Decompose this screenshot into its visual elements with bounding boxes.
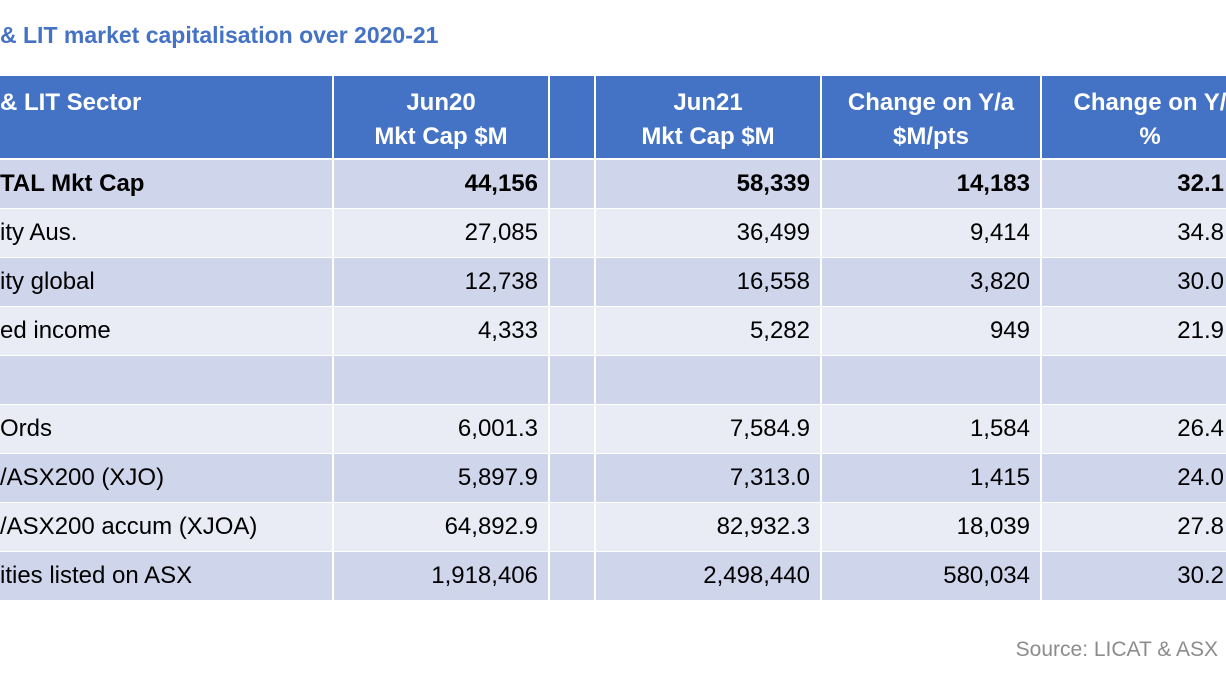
spacer-cell bbox=[550, 503, 594, 551]
value-cell: 3,820 bbox=[822, 258, 1040, 306]
value-cell: 30.2 bbox=[1042, 552, 1226, 600]
header-cell: Change on Y/% bbox=[1042, 76, 1226, 158]
value-cell: 9,414 bbox=[822, 209, 1040, 257]
value-cell: 44,156 bbox=[334, 160, 548, 208]
blank-cell bbox=[822, 356, 1040, 404]
value-cell: 64,892.9 bbox=[334, 503, 548, 551]
value-cell: 4,333 bbox=[334, 307, 548, 355]
blank-cell bbox=[334, 356, 548, 404]
header-line: Change on Y/a bbox=[847, 89, 1015, 116]
header-line: Mkt Cap $M bbox=[641, 123, 775, 150]
value-cell: 12,738 bbox=[334, 258, 548, 306]
value-cell: 580,034 bbox=[822, 552, 1040, 600]
value-cell: 58,339 bbox=[596, 160, 820, 208]
row-label: TAL Mkt Cap bbox=[0, 160, 332, 208]
header-cell: Jun21 Mkt Cap $M bbox=[596, 76, 820, 158]
header-line: $M/pts bbox=[892, 123, 969, 150]
value-cell: 16,558 bbox=[596, 258, 820, 306]
value-cell: 30.0 bbox=[1042, 258, 1226, 306]
value-cell: 18,039 bbox=[822, 503, 1040, 551]
value-cell: 14,183 bbox=[822, 160, 1040, 208]
header-line: Mkt Cap $M bbox=[374, 123, 508, 150]
header-spacer bbox=[550, 76, 594, 158]
spacer-cell bbox=[550, 160, 594, 208]
value-cell: 34.8 bbox=[1042, 209, 1226, 257]
header-cell: & LIT Sector bbox=[0, 76, 332, 158]
value-cell: 1,584 bbox=[822, 405, 1040, 453]
header-line: Jun20 bbox=[406, 89, 476, 116]
header-cell: Jun20 Mkt Cap $M bbox=[334, 76, 548, 158]
row-label: /ASX200 accum (XJOA) bbox=[0, 503, 332, 551]
value-cell: 6,001.3 bbox=[334, 405, 548, 453]
blank-cell bbox=[1042, 356, 1226, 404]
row-label: ed income bbox=[0, 307, 332, 355]
spacer-cell bbox=[550, 405, 594, 453]
value-cell: 24.0 bbox=[1042, 454, 1226, 502]
spacer-cell bbox=[550, 454, 594, 502]
row-label: ity global bbox=[0, 258, 332, 306]
spacer-cell bbox=[550, 552, 594, 600]
header-line: % bbox=[1139, 123, 1161, 150]
blank-cell bbox=[550, 356, 594, 404]
table-title: & LIT market capitalisation over 2020-21 bbox=[0, 22, 439, 48]
blank-cell bbox=[0, 356, 332, 404]
header-line: & LIT Sector bbox=[0, 89, 142, 116]
row-label: /ASX200 (XJO) bbox=[0, 454, 332, 502]
value-cell: 7,313.0 bbox=[596, 454, 820, 502]
blank-cell bbox=[596, 356, 820, 404]
value-cell: 5,897.9 bbox=[334, 454, 548, 502]
value-cell: 949 bbox=[822, 307, 1040, 355]
value-cell: 21.9 bbox=[1042, 307, 1226, 355]
value-cell: 5,282 bbox=[596, 307, 820, 355]
spacer-cell bbox=[550, 307, 594, 355]
value-cell: 1,918,406 bbox=[334, 552, 548, 600]
spacer-cell bbox=[550, 258, 594, 306]
value-cell: 1,415 bbox=[822, 454, 1040, 502]
value-cell: 26.4 bbox=[1042, 405, 1226, 453]
value-cell: 32.1 bbox=[1042, 160, 1226, 208]
header-line: Change on Y/ bbox=[1073, 89, 1226, 116]
value-cell: 82,932.3 bbox=[596, 503, 820, 551]
spacer-cell bbox=[550, 209, 594, 257]
value-cell: 7,584.9 bbox=[596, 405, 820, 453]
header-line: Jun21 bbox=[673, 89, 743, 116]
source-note: Source: LICAT & ASX bbox=[1015, 638, 1218, 661]
value-cell: 2,498,440 bbox=[596, 552, 820, 600]
value-cell: 36,499 bbox=[596, 209, 820, 257]
value-cell: 27,085 bbox=[334, 209, 548, 257]
value-cell: 27.8 bbox=[1042, 503, 1226, 551]
row-label: ities listed on ASX bbox=[0, 552, 332, 600]
row-label: Ords bbox=[0, 405, 332, 453]
row-label: ity Aus. bbox=[0, 209, 332, 257]
header-cell: Change on Y/a $M/pts bbox=[822, 76, 1040, 158]
